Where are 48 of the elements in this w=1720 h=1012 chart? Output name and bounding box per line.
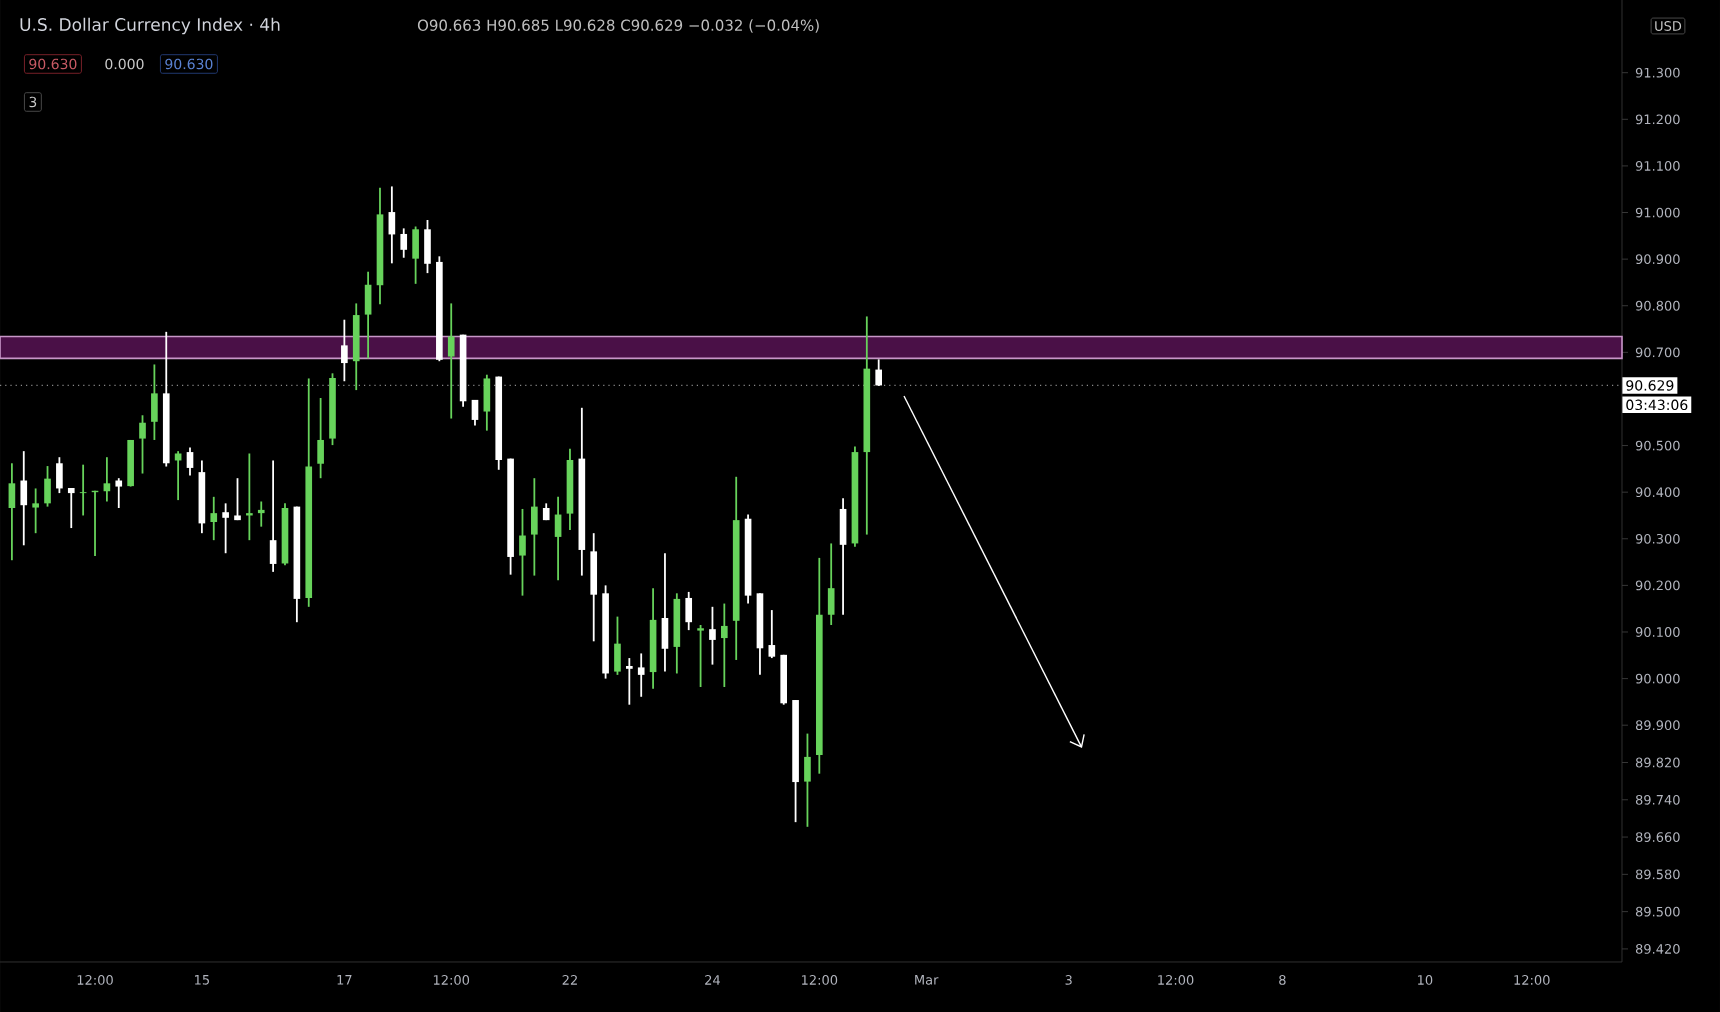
candlestick xyxy=(79,463,87,517)
candlestick xyxy=(44,465,51,508)
candlestick xyxy=(151,363,158,441)
candlestick xyxy=(637,652,645,698)
candlestick xyxy=(685,591,693,632)
candlestick xyxy=(127,439,134,488)
candlestick xyxy=(246,452,253,542)
candlestick xyxy=(234,477,241,522)
candlestick xyxy=(697,624,704,688)
candlestick xyxy=(614,615,621,676)
candlestick xyxy=(839,497,847,616)
candlestick xyxy=(32,487,39,535)
candlestick xyxy=(827,542,835,626)
candlestick xyxy=(139,414,146,475)
candlestick xyxy=(115,477,123,509)
candlestick xyxy=(8,462,16,562)
candlestick xyxy=(590,532,598,643)
candlestick xyxy=(352,302,360,391)
candlestick xyxy=(412,225,419,285)
candlestick xyxy=(20,450,28,547)
candlestick xyxy=(364,270,372,360)
candlestick xyxy=(257,500,265,528)
text: U.S. Dollar Currency Index · 4h xyxy=(20,17,280,35)
candlestick xyxy=(67,487,75,529)
candlestick xyxy=(519,508,526,597)
candlestick xyxy=(875,358,883,387)
candlestick xyxy=(626,657,633,706)
candlestick xyxy=(341,318,348,383)
candlestick xyxy=(804,732,811,828)
candlestick xyxy=(174,450,182,501)
candlestick xyxy=(471,398,479,427)
candlestick xyxy=(531,477,538,577)
candlestick xyxy=(483,373,491,432)
candlestick xyxy=(661,552,669,673)
candlestick xyxy=(317,397,324,480)
candlestick xyxy=(709,605,716,666)
candlestick xyxy=(721,602,728,688)
candlestick xyxy=(269,459,277,573)
candlestick xyxy=(424,219,431,275)
candlestick xyxy=(400,227,408,259)
candlestick xyxy=(210,495,218,542)
candlestick xyxy=(186,446,194,477)
candlestick xyxy=(768,609,776,659)
candlestick xyxy=(673,592,681,675)
candlestick xyxy=(103,456,111,503)
candlestick xyxy=(222,502,229,555)
candlestick xyxy=(447,302,455,420)
candlestick xyxy=(56,456,63,494)
